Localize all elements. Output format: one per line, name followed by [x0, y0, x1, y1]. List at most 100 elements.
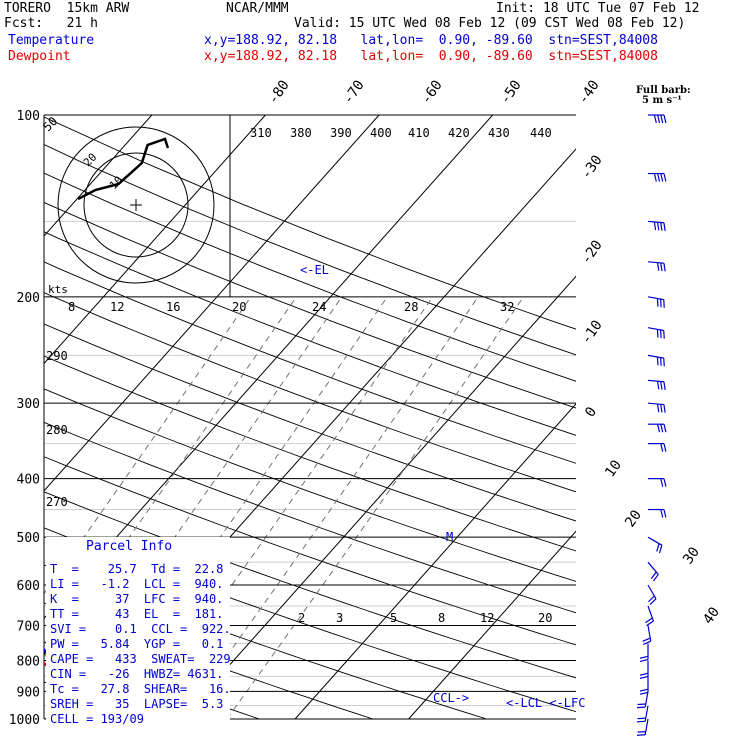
wind-barb-flag	[660, 299, 662, 308]
hodograph-ring	[83, 152, 189, 258]
mixing-ratio-label: 24	[312, 300, 326, 314]
dry-adiabat	[44, 602, 374, 720]
theta-e-label: 310	[250, 126, 272, 140]
wind-barb	[647, 296, 665, 308]
isotherm-label: -10	[578, 317, 606, 347]
wind-barb-flag	[663, 424, 667, 433]
wind-barb	[648, 423, 667, 433]
wind-barb-flag	[660, 114, 664, 124]
wind-barb	[648, 172, 667, 182]
pressure-tick-label: 300	[17, 397, 40, 412]
moist-adiabat	[226, 296, 525, 720]
wind-barb-staff	[647, 220, 664, 224]
isotherm-label: 10	[602, 457, 625, 480]
wind-barb-flag	[656, 222, 660, 231]
wind-barb-staff	[647, 296, 664, 301]
dry-adiabat	[44, 201, 576, 409]
wind-barb-staff	[647, 584, 657, 600]
pressure-tick-label: 900	[17, 685, 40, 700]
theta-label: 290	[46, 349, 68, 363]
m-annotation: M	[446, 530, 453, 544]
wind-barb-staff	[647, 354, 664, 359]
wind-barb-flag	[656, 298, 659, 307]
theta-e-label: 410	[408, 126, 430, 140]
wind-barb-flag	[663, 299, 665, 308]
isotherm-line	[294, 403, 576, 720]
pressure-tick-label: 500	[17, 531, 40, 546]
theta-label: 270	[46, 495, 68, 509]
wind-barb	[647, 561, 659, 582]
parcel-info-panel: Parcel Info T = 25.7 Td = 22.8 LI = -1.2…	[46, 537, 231, 727]
wind-barb-flag	[639, 691, 649, 695]
mixing-ratio-label: 16	[166, 300, 180, 314]
isotherm-label: 20	[622, 507, 645, 530]
hodograph-trace	[77, 137, 170, 201]
wind-barb	[647, 220, 666, 231]
pressure-tick-label: 1000	[9, 713, 40, 728]
wind-barb-label-2: 5 m s⁻¹	[642, 95, 682, 106]
pressure-tick-label: 800	[17, 654, 40, 669]
wind-barb-flag	[646, 620, 654, 627]
model-title: TORERO 15km ARW	[4, 1, 130, 16]
theta-e-label: 440	[530, 126, 552, 140]
theta-e-label: 390	[330, 126, 352, 140]
wind-barb	[647, 536, 663, 554]
mixing-ratio-label: 12	[110, 300, 124, 314]
parcel-row: SVI = 0.1 CCL = 922.	[50, 622, 231, 636]
wind-barb-staff	[647, 402, 664, 406]
wind-barb-flag	[660, 173, 664, 182]
wind-barb	[647, 379, 666, 390]
mixing-ratio-label: 20	[232, 300, 246, 314]
wind-barb	[636, 718, 649, 736]
parcel-row: SREH = 35 LAPSE= 5.3	[50, 697, 224, 711]
wind-barb	[647, 327, 665, 339]
moist-adiabat	[44, 296, 297, 659]
mixing-ratio-label: 8	[68, 300, 75, 314]
wind-barb-staff	[647, 261, 664, 264]
parcel-info-title: Parcel Info	[86, 539, 173, 554]
isotherm-line	[44, 115, 266, 365]
wind-barb-flag	[663, 330, 665, 339]
wind-barb-flag	[660, 381, 663, 390]
mixing-ratio-label: 2	[298, 611, 305, 625]
wind-barb	[647, 354, 665, 367]
wind-barb-flag	[656, 403, 660, 413]
wind-barb	[648, 443, 667, 452]
init-time: Init: 18 UTC Tue 07 Feb 12	[496, 1, 700, 16]
wind-barb-flag	[660, 222, 663, 231]
isotherm-line	[44, 115, 380, 492]
wind-barb-flag	[642, 637, 651, 642]
wind-barb-flag	[660, 509, 664, 518]
wind-barb-flag	[645, 617, 653, 624]
wind-barb-flag	[660, 357, 662, 366]
dry-adiabat	[44, 292, 576, 493]
wind-barb-flag	[639, 688, 649, 692]
wind-barb	[636, 705, 649, 723]
wind-barb-flag	[660, 478, 664, 487]
isotherm-label: -40	[575, 77, 603, 107]
el-annotation: <-EL	[300, 263, 329, 277]
pressure-tick-label: 700	[17, 619, 40, 634]
mixing-ratio-label: 28	[404, 300, 418, 314]
parcel-row: PW = 5.84 YGP = 0.1	[50, 637, 224, 651]
theta-label: 280	[46, 423, 68, 437]
wind-barb-flag	[657, 114, 661, 124]
temperature-location: x,y=188.92, 82.18 lat,lon= 0.90, -89.60 …	[204, 33, 658, 48]
wind-barb-flag	[663, 114, 667, 124]
pressure-tick-label: 600	[17, 579, 40, 594]
wind-barb-flag	[663, 443, 667, 452]
wind-barb-staff	[647, 561, 659, 575]
wind-barb-flag	[637, 731, 646, 733]
parcel-row: K = 37 LFC = 940.	[50, 592, 224, 606]
wind-barb	[647, 584, 657, 605]
parcel-row: LI = -1.2 LCL = 940.	[50, 577, 224, 591]
dry-adiabat	[44, 388, 576, 582]
wind-barb-flag	[637, 703, 646, 706]
wind-barb-flag	[657, 424, 661, 433]
pressure-tick-label: 400	[17, 473, 40, 488]
wind-barb-flag	[663, 404, 666, 413]
forecast-hour: Fcst: 21 h	[4, 16, 98, 31]
wind-barb	[639, 660, 649, 679]
kts-label: kts	[48, 283, 68, 296]
